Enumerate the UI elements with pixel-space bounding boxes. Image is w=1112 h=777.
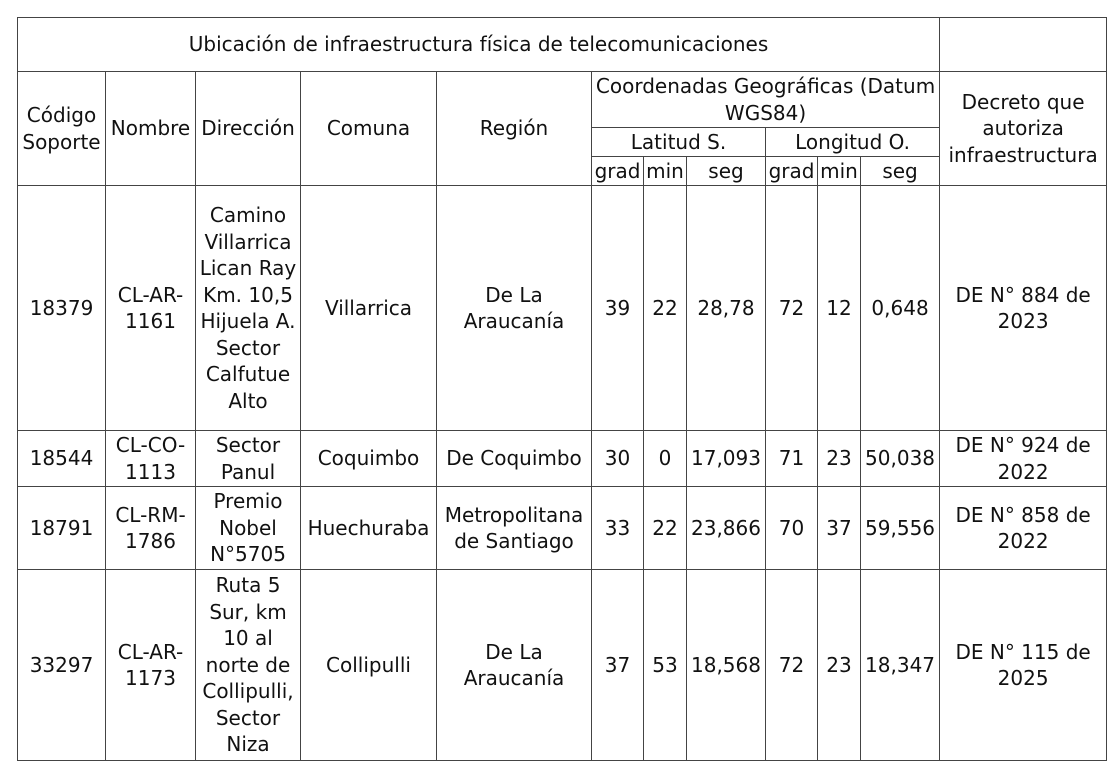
cell-decreto: DE N° 884 de 2023 xyxy=(939,185,1108,431)
header-lat-seg: seg xyxy=(686,156,766,186)
cell-decreto: DE N° 924 de 2022 xyxy=(939,430,1108,487)
cell-codigo: 18379 xyxy=(17,185,106,431)
cell-lat-grad: 30 xyxy=(591,430,644,487)
cell-codigo: 18544 xyxy=(17,430,106,487)
cell-comuna: Collipulli xyxy=(300,569,437,761)
header-lon-grad: grad xyxy=(765,156,818,186)
cell-direccion: Sector Panul xyxy=(195,430,301,487)
table-body: 18379 CL-AR-1161 Camino Villarrica Lican R… xyxy=(17,185,1108,761)
table-title: Ubicación de infraestructura física de t… xyxy=(16,17,941,72)
cell-lon-min: 23 xyxy=(817,430,861,487)
cell-lon-seg: 0,648 xyxy=(859,185,941,431)
cell-lat-min: 22 xyxy=(643,185,687,431)
cell-comuna: Huechuraba xyxy=(300,486,437,570)
header-region: Región xyxy=(436,71,592,186)
cell-nombre: CL-RM-1786 xyxy=(105,486,196,570)
cell-codigo: 18791 xyxy=(17,486,106,570)
cell-lon-min: 12 xyxy=(817,185,861,431)
cell-region: Metropolitana de Santiago xyxy=(436,486,592,570)
cell-lon-grad: 72 xyxy=(765,185,818,431)
cell-lon-seg: 59,556 xyxy=(859,486,941,570)
cell-lon-min: 37 xyxy=(817,486,861,570)
cell-nombre: CL-CO-1113 xyxy=(105,430,196,487)
empty-header-cell xyxy=(939,17,1108,72)
cell-lat-min: 22 xyxy=(643,486,687,570)
cell-region: De La Araucanía xyxy=(436,185,592,431)
cell-decreto: DE N° 858 de 2022 xyxy=(939,486,1108,570)
table-row: 18791 CL-RM-1786 Premio Nobel N°5705 Huechu… xyxy=(17,486,1108,570)
cell-direccion: Ruta 5 Sur, km 10 al norte de Collipulli… xyxy=(195,569,301,761)
header-latitud: Latitud S. xyxy=(591,127,766,157)
cell-lon-grad: 72 xyxy=(765,569,818,761)
header-coordenadas: Coordenadas Geográficas (Datum WGS84) xyxy=(590,71,941,128)
cell-direccion: Camino Villarrica Lican Ray Km. 10,5 Hij… xyxy=(195,185,301,431)
cell-lat-min: 0 xyxy=(643,430,687,487)
cell-lat-grad: 33 xyxy=(591,486,644,570)
cell-comuna: Villarrica xyxy=(300,185,437,431)
header-lat-grad: grad xyxy=(591,156,644,186)
cell-codigo: 33297 xyxy=(17,569,106,761)
header-codigo: Código Soporte xyxy=(17,71,106,186)
cell-nombre: CL-AR-1173 xyxy=(105,569,196,761)
header-lon-min: min xyxy=(817,156,861,186)
cell-decreto: DE N° 115 de 2025 xyxy=(939,569,1108,761)
cell-lon-min: 23 xyxy=(817,569,861,761)
header-lon-seg: seg xyxy=(859,156,941,186)
cell-lon-seg: 50,038 xyxy=(859,430,941,487)
header-decreto: Decreto que autoriza infraestructura xyxy=(939,71,1108,186)
header-direccion: Dirección xyxy=(195,71,301,186)
cell-lon-seg: 18,347 xyxy=(859,569,941,761)
cell-nombre: CL-AR-1161 xyxy=(105,185,196,431)
table-row: 18379 CL-AR-1161 Camino Villarrica Lican R… xyxy=(17,185,1108,431)
header-comuna: Comuna xyxy=(300,71,437,186)
header-longitud: Longitud O. xyxy=(764,127,941,157)
cell-direccion: Premio Nobel N°5705 xyxy=(195,486,301,570)
cell-lat-grad: 39 xyxy=(591,185,644,431)
cell-comuna: Coquimbo xyxy=(300,430,437,487)
cell-lat-seg: 17,093 xyxy=(686,430,766,487)
cell-lat-min: 53 xyxy=(643,569,687,761)
cell-region: De La Araucanía xyxy=(436,569,592,761)
table-row: 18544 CL-CO-1113 Sector Panul Coquimbo De Co… xyxy=(17,430,1108,487)
cell-lat-seg: 28,78 xyxy=(686,185,766,431)
infrastructure-table: Ubicación de infraestructura física de t… xyxy=(16,17,1108,761)
table-row: 33297 CL-AR-1173 Ruta 5 Sur, km 10 al nort… xyxy=(17,569,1108,761)
cell-region: De Coquimbo xyxy=(436,430,592,487)
header-lat-min: min xyxy=(643,156,687,186)
cell-lat-grad: 37 xyxy=(591,569,644,761)
header-nombre: Nombre xyxy=(105,71,196,186)
cell-lon-grad: 70 xyxy=(765,486,818,570)
cell-lat-seg: 23,866 xyxy=(686,486,766,570)
cell-lat-seg: 18,568 xyxy=(686,569,766,761)
cell-lon-grad: 71 xyxy=(765,430,818,487)
